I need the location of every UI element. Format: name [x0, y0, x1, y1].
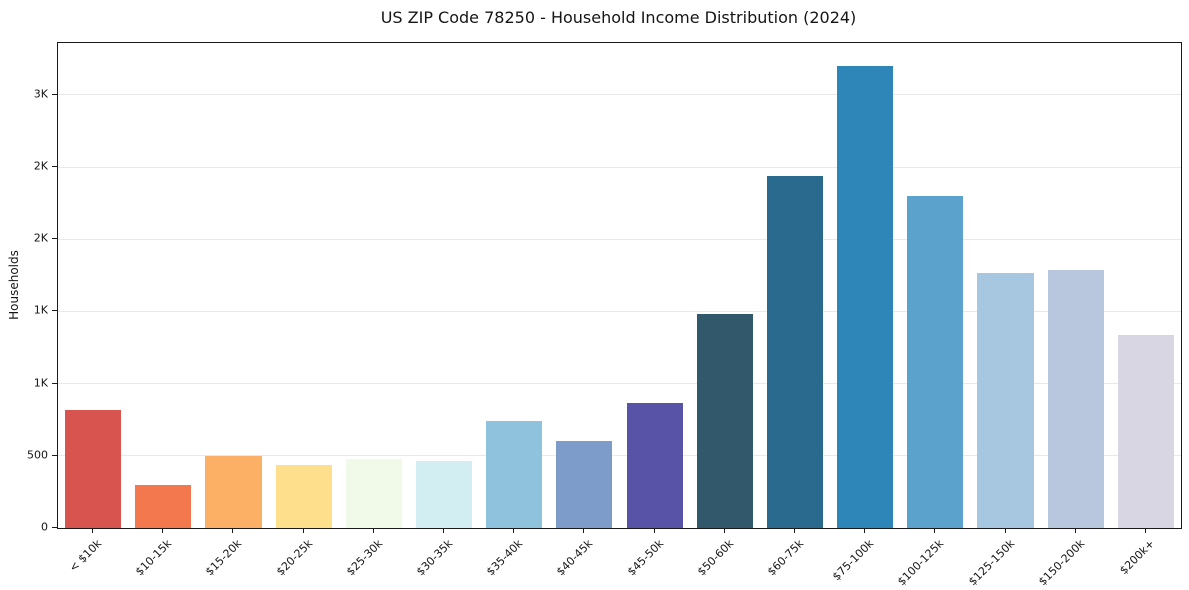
y-tick-label: 2K [33, 159, 48, 173]
gridline [58, 94, 1181, 96]
bar-$75-100k [837, 66, 894, 528]
bar-< $10k [65, 409, 122, 528]
gridline [58, 310, 1181, 312]
bar-$45-50k [626, 403, 683, 528]
x-tick-mark [793, 528, 795, 533]
y-tick-mark [52, 166, 57, 168]
x-tick-label: $150-200k [1035, 537, 1087, 589]
bar-$40-45k [556, 441, 613, 528]
gridline [58, 455, 1181, 457]
x-tick-mark [443, 528, 445, 533]
x-tick-mark [302, 528, 304, 533]
x-tick-label: $25-30k [343, 537, 386, 579]
x-tick-mark [653, 528, 655, 533]
x-tick-label: $45-50k [624, 537, 666, 579]
y-tick-mark [52, 310, 57, 312]
chart-title: US ZIP Code 78250 - Household Income Dis… [380, 8, 857, 27]
x-tick-mark [1074, 528, 1076, 533]
x-tick-label: $125-150k [965, 537, 1017, 589]
bar-$125-150k [977, 273, 1034, 528]
gridline [58, 383, 1181, 385]
x-tick-mark [513, 528, 515, 533]
bar-$150-200k [1047, 270, 1104, 528]
x-tick-mark [232, 528, 234, 533]
bar-$10-15k [135, 485, 192, 528]
y-tick-mark [52, 454, 57, 456]
x-tick-mark [864, 528, 866, 533]
x-tick-label: $15-20k [203, 537, 245, 579]
bar-$25-30k [345, 458, 402, 528]
x-tick-label: $200k+ [1117, 537, 1158, 578]
bar-$30-35k [415, 460, 473, 528]
x-tick-label: $35-40k [484, 537, 526, 579]
x-tick-mark [723, 528, 725, 533]
bar-$20-25k [275, 465, 332, 528]
x-tick-mark [92, 528, 94, 533]
bar-$60-75k [766, 175, 824, 528]
y-tick-label: 1K [33, 303, 48, 317]
x-tick-mark [372, 528, 374, 533]
x-tick-label: $100-125k [895, 537, 947, 589]
x-tick-label: $40-45k [554, 537, 596, 579]
gridline [58, 238, 1181, 240]
bar-$50-60k [696, 313, 753, 528]
x-tick-label: $30-35k [413, 537, 456, 579]
x-tick-label: < $10k [66, 537, 105, 575]
y-tick-mark [52, 382, 57, 384]
y-tick-label: 3K [33, 87, 48, 101]
x-tick-label: $60-75k [764, 537, 807, 579]
x-tick-mark [583, 528, 585, 533]
x-tick-mark [1004, 528, 1006, 533]
x-tick-mark [1144, 528, 1146, 533]
y-tick-mark [52, 527, 57, 528]
bar-$35-40k [486, 421, 543, 528]
bar-$15-20k [205, 455, 262, 528]
y-tick-label: 0 [41, 520, 48, 534]
y-axis-label: Households [7, 250, 21, 320]
y-tick-mark [52, 93, 57, 95]
x-tick-label: $20-25k [273, 537, 315, 579]
bar-$100-125k [907, 196, 964, 528]
y-tick-label: 1K [33, 376, 48, 390]
y-tick-label: 500 [27, 448, 48, 462]
x-tick-mark [934, 528, 936, 533]
plot-area [57, 42, 1182, 529]
x-tick-mark [162, 528, 164, 533]
x-tick-label: $50-60k [694, 537, 736, 579]
y-tick-label: 2K [33, 231, 48, 245]
bar-$200k+ [1117, 334, 1174, 528]
y-tick-mark [52, 238, 57, 240]
x-tick-label: $10-15k [133, 537, 175, 579]
gridline [58, 166, 1181, 168]
x-tick-label: $75-100k [830, 537, 877, 584]
